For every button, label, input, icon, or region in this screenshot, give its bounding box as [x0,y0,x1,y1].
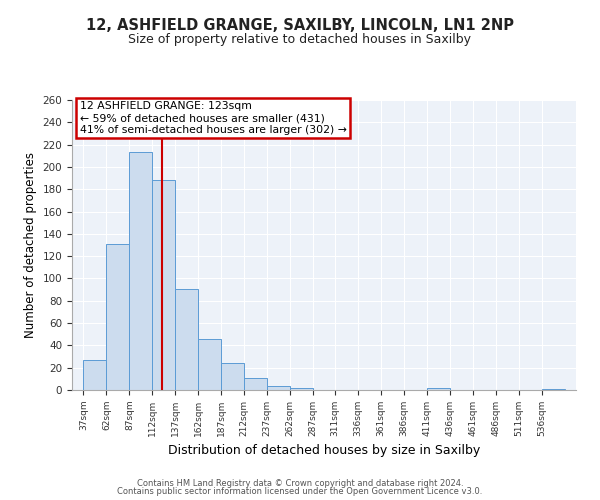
Bar [290,388,313,390]
Text: 12, ASHFIELD GRANGE, SAXILBY, LINCOLN, LN1 2NP: 12, ASHFIELD GRANGE, SAXILBY, LINCOLN, L… [86,18,514,32]
Bar [130,152,152,390]
Bar [152,180,175,390]
Bar [267,386,290,390]
Text: Contains HM Land Registry data © Crown copyright and database right 2024.: Contains HM Land Registry data © Crown c… [137,478,463,488]
Bar [542,389,565,390]
Bar [198,338,221,390]
Text: 12 ASHFIELD GRANGE: 123sqm
← 59% of detached houses are smaller (431)
41% of sem: 12 ASHFIELD GRANGE: 123sqm ← 59% of deta… [80,102,346,134]
Y-axis label: Number of detached properties: Number of detached properties [24,152,37,338]
X-axis label: Distribution of detached houses by size in Saxilby: Distribution of detached houses by size … [168,444,480,458]
Bar [83,360,106,390]
Bar [221,363,244,390]
Bar [175,288,198,390]
Bar [427,388,450,390]
Text: Contains public sector information licensed under the Open Government Licence v3: Contains public sector information licen… [118,487,482,496]
Bar [106,244,130,390]
Bar [244,378,267,390]
Text: Size of property relative to detached houses in Saxilby: Size of property relative to detached ho… [128,32,472,46]
